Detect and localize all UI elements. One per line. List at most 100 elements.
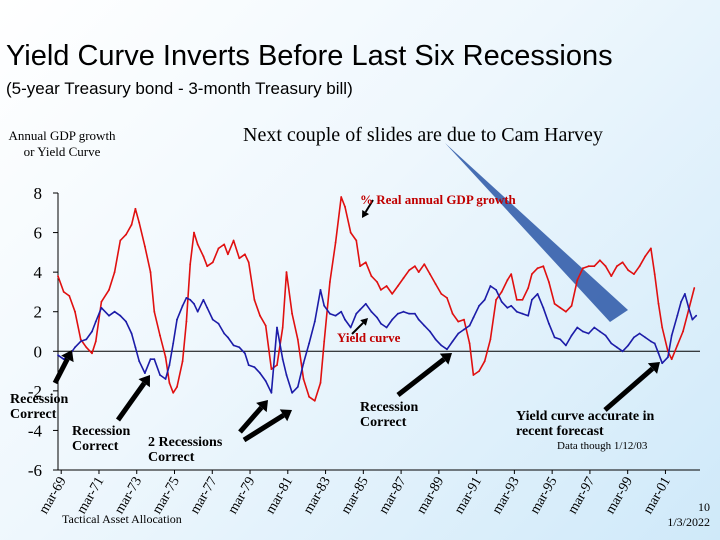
yield-point	[364, 302, 367, 305]
gdp-point	[253, 298, 256, 301]
gdp-point	[621, 261, 624, 264]
yield-point	[650, 340, 652, 343]
gdp-point	[172, 391, 175, 394]
yield-point	[570, 334, 573, 337]
gdp-point	[380, 289, 382, 291]
gdp-point	[506, 279, 509, 281]
gdp-point	[349, 231, 352, 234]
gdp-point	[189, 263, 192, 266]
gdp-point	[457, 320, 460, 323]
yield-point	[417, 318, 420, 321]
gdp-point	[370, 275, 373, 277]
yield-point	[334, 314, 337, 317]
yield-point	[621, 350, 624, 353]
arrow-gdp-label-shaft	[364, 199, 374, 213]
gdp-point	[94, 340, 97, 343]
yield-curve-line	[57, 285, 697, 394]
yield-point	[291, 391, 293, 394]
arrow-gdp-label-head	[362, 209, 370, 218]
arrow-recession-4	[396, 353, 452, 397]
yield-point	[627, 344, 630, 347]
gdp-point	[100, 300, 103, 303]
yield-point	[542, 306, 545, 309]
yield-point	[259, 372, 261, 374]
arrow-recession-2-head	[138, 375, 150, 388]
yield-point	[164, 378, 167, 380]
gdp-point	[276, 364, 278, 366]
gdp-point	[313, 399, 316, 402]
gdp-point	[202, 255, 205, 258]
arrow-recession-1-head	[61, 350, 74, 363]
yield-point	[553, 336, 556, 339]
gdp-point	[296, 338, 299, 341]
gdp-point	[402, 277, 405, 279]
gdp-point	[355, 239, 358, 242]
gdp-point	[693, 287, 696, 289]
gdp-point	[134, 207, 137, 210]
gdp-point	[144, 245, 146, 248]
gdp-point	[323, 340, 326, 343]
yield-point	[176, 318, 178, 321]
gdp-point	[149, 271, 152, 273]
gdp-point	[587, 265, 590, 268]
yield-point	[385, 326, 388, 329]
x-tick-label: mar-69	[37, 475, 70, 517]
recession-label-2: Recession Correct	[72, 424, 147, 454]
yield-point	[153, 358, 156, 361]
yield-point	[296, 386, 299, 388]
arrow-recession-2	[115, 375, 150, 422]
yield-point	[168, 364, 171, 366]
yield-point	[457, 332, 460, 335]
gdp-point	[391, 293, 394, 295]
recession-label-2-text: Recession Correct	[72, 424, 131, 454]
arrow-recession-3b	[242, 409, 292, 443]
gdp-point	[553, 302, 556, 305]
gdp-point	[417, 271, 420, 273]
yield-point	[500, 300, 503, 303]
yield-point	[144, 372, 146, 374]
gdp-point	[472, 374, 475, 376]
yield-point	[319, 289, 322, 291]
gdp-point	[653, 273, 656, 275]
gdp-point	[281, 326, 284, 329]
gdp-point	[164, 356, 167, 359]
yield-point	[423, 324, 426, 327]
gdp-point	[91, 352, 93, 355]
gdp-point	[429, 273, 431, 275]
gdp-point	[638, 265, 641, 268]
gdp-point	[176, 386, 178, 388]
recession-label-1: Recession Correct	[10, 392, 85, 422]
gdp-point	[223, 243, 226, 246]
gdp-point	[153, 310, 156, 313]
gdp-point	[559, 306, 562, 309]
forecast-label: Yield curve accurate in recent forecast	[516, 409, 676, 439]
gdp-point	[670, 358, 673, 361]
yield-point	[94, 320, 97, 323]
x-tick-label: mar-99	[603, 475, 636, 517]
arrow-recession-3b-head	[279, 409, 292, 422]
yield-point	[565, 344, 567, 347]
gdp-point	[159, 334, 161, 337]
x-tick-label: mar-83	[301, 475, 334, 517]
gdp-point	[138, 221, 141, 224]
yield-point	[489, 285, 492, 287]
gdp-point	[576, 279, 579, 281]
gdp-point	[527, 287, 530, 289]
yield-point	[680, 300, 682, 303]
gdp-point	[79, 338, 82, 341]
gdp-point	[440, 293, 443, 295]
yield-point	[463, 328, 465, 331]
arrow-recession-1-shaft	[52, 357, 70, 385]
gdp-point	[548, 281, 550, 283]
arrow-recession-4-head	[439, 353, 452, 365]
recession-label-3-text: 2 Recessions Correct	[148, 435, 223, 465]
yield-point	[232, 344, 235, 347]
yield-point	[468, 324, 471, 327]
x-tick-label: mar-71	[74, 475, 107, 517]
yield-point	[74, 346, 76, 349]
gdp-point	[565, 310, 567, 313]
yield-point	[667, 356, 669, 359]
gdp-point	[582, 267, 584, 270]
arrow-recession-2-shaft	[115, 381, 147, 422]
yield-point	[329, 312, 331, 315]
